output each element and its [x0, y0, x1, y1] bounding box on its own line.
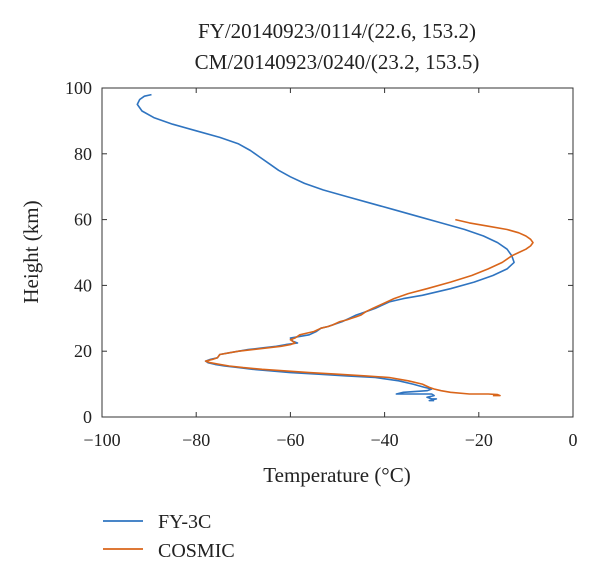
x-axis-label: Temperature (°C)	[263, 463, 410, 487]
x-tick-label: −100	[83, 430, 120, 450]
x-tick-label: 0	[569, 430, 578, 450]
y-tick-label: 80	[74, 144, 92, 164]
legend-label-fy-3c: FY-3C	[158, 511, 211, 533]
chart-title-line-1: FY/20140923/0114/(22.6, 153.2)	[198, 19, 476, 43]
y-tick-label: 20	[74, 341, 92, 361]
plot-frame	[101, 87, 574, 418]
y-tick-label: 0	[83, 407, 92, 427]
y-tick-label: 40	[74, 275, 92, 295]
legend: FY-3C COSMIC	[103, 511, 235, 562]
y-tick-label: 60	[74, 210, 92, 230]
x-tick-label: −40	[371, 430, 399, 450]
y-axis-label: Height (km)	[19, 200, 43, 303]
chart-title-line-2: CM/20140923/0240/(23.2, 153.5)	[195, 50, 480, 74]
y-tick-label: 100	[65, 78, 92, 98]
x-tick-label: −80	[182, 430, 210, 450]
x-tick-label: −20	[465, 430, 493, 450]
axis-ticks: −100 −80 −60 −40 −20 0 0 20 40 60 80 100	[65, 78, 578, 450]
series-line-fy-3c	[136, 93, 515, 402]
x-tick-label: −60	[276, 430, 304, 450]
legend-label-cosmic: COSMIC	[158, 540, 235, 562]
plot-area	[136, 93, 534, 402]
series-line-cosmic	[204, 218, 534, 397]
